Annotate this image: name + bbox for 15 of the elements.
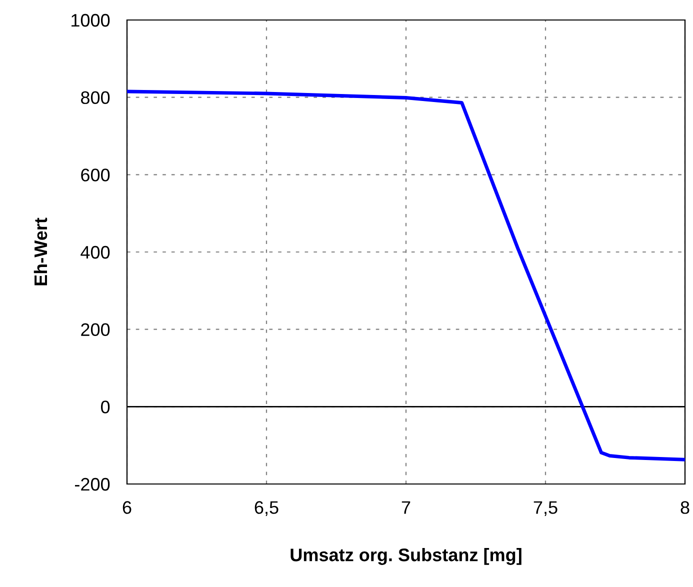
y-tick-label: 600 (81, 168, 110, 182)
line-series (127, 90, 685, 462)
x-tick-label: 6,5 (254, 501, 278, 516)
y-tick-label: 200 (81, 323, 110, 336)
x-tick-label: 8 (680, 501, 690, 514)
y-tick-label: 0 (101, 400, 110, 414)
x-axis-title: Umsatz org. Substanz [mg] (290, 548, 522, 565)
y-tick-label: 800 (80, 91, 110, 104)
y-axis-title: Eh-Wert (34, 218, 48, 286)
x-tick-label: 6 (122, 501, 132, 514)
x-tick-label: 7 (402, 501, 410, 514)
y-tick-label: 1000 (72, 14, 110, 27)
x-tick-label: 7,5 (534, 501, 558, 516)
y-tick-label: 400 (80, 246, 110, 259)
y-tick-label: -200 (75, 478, 110, 491)
